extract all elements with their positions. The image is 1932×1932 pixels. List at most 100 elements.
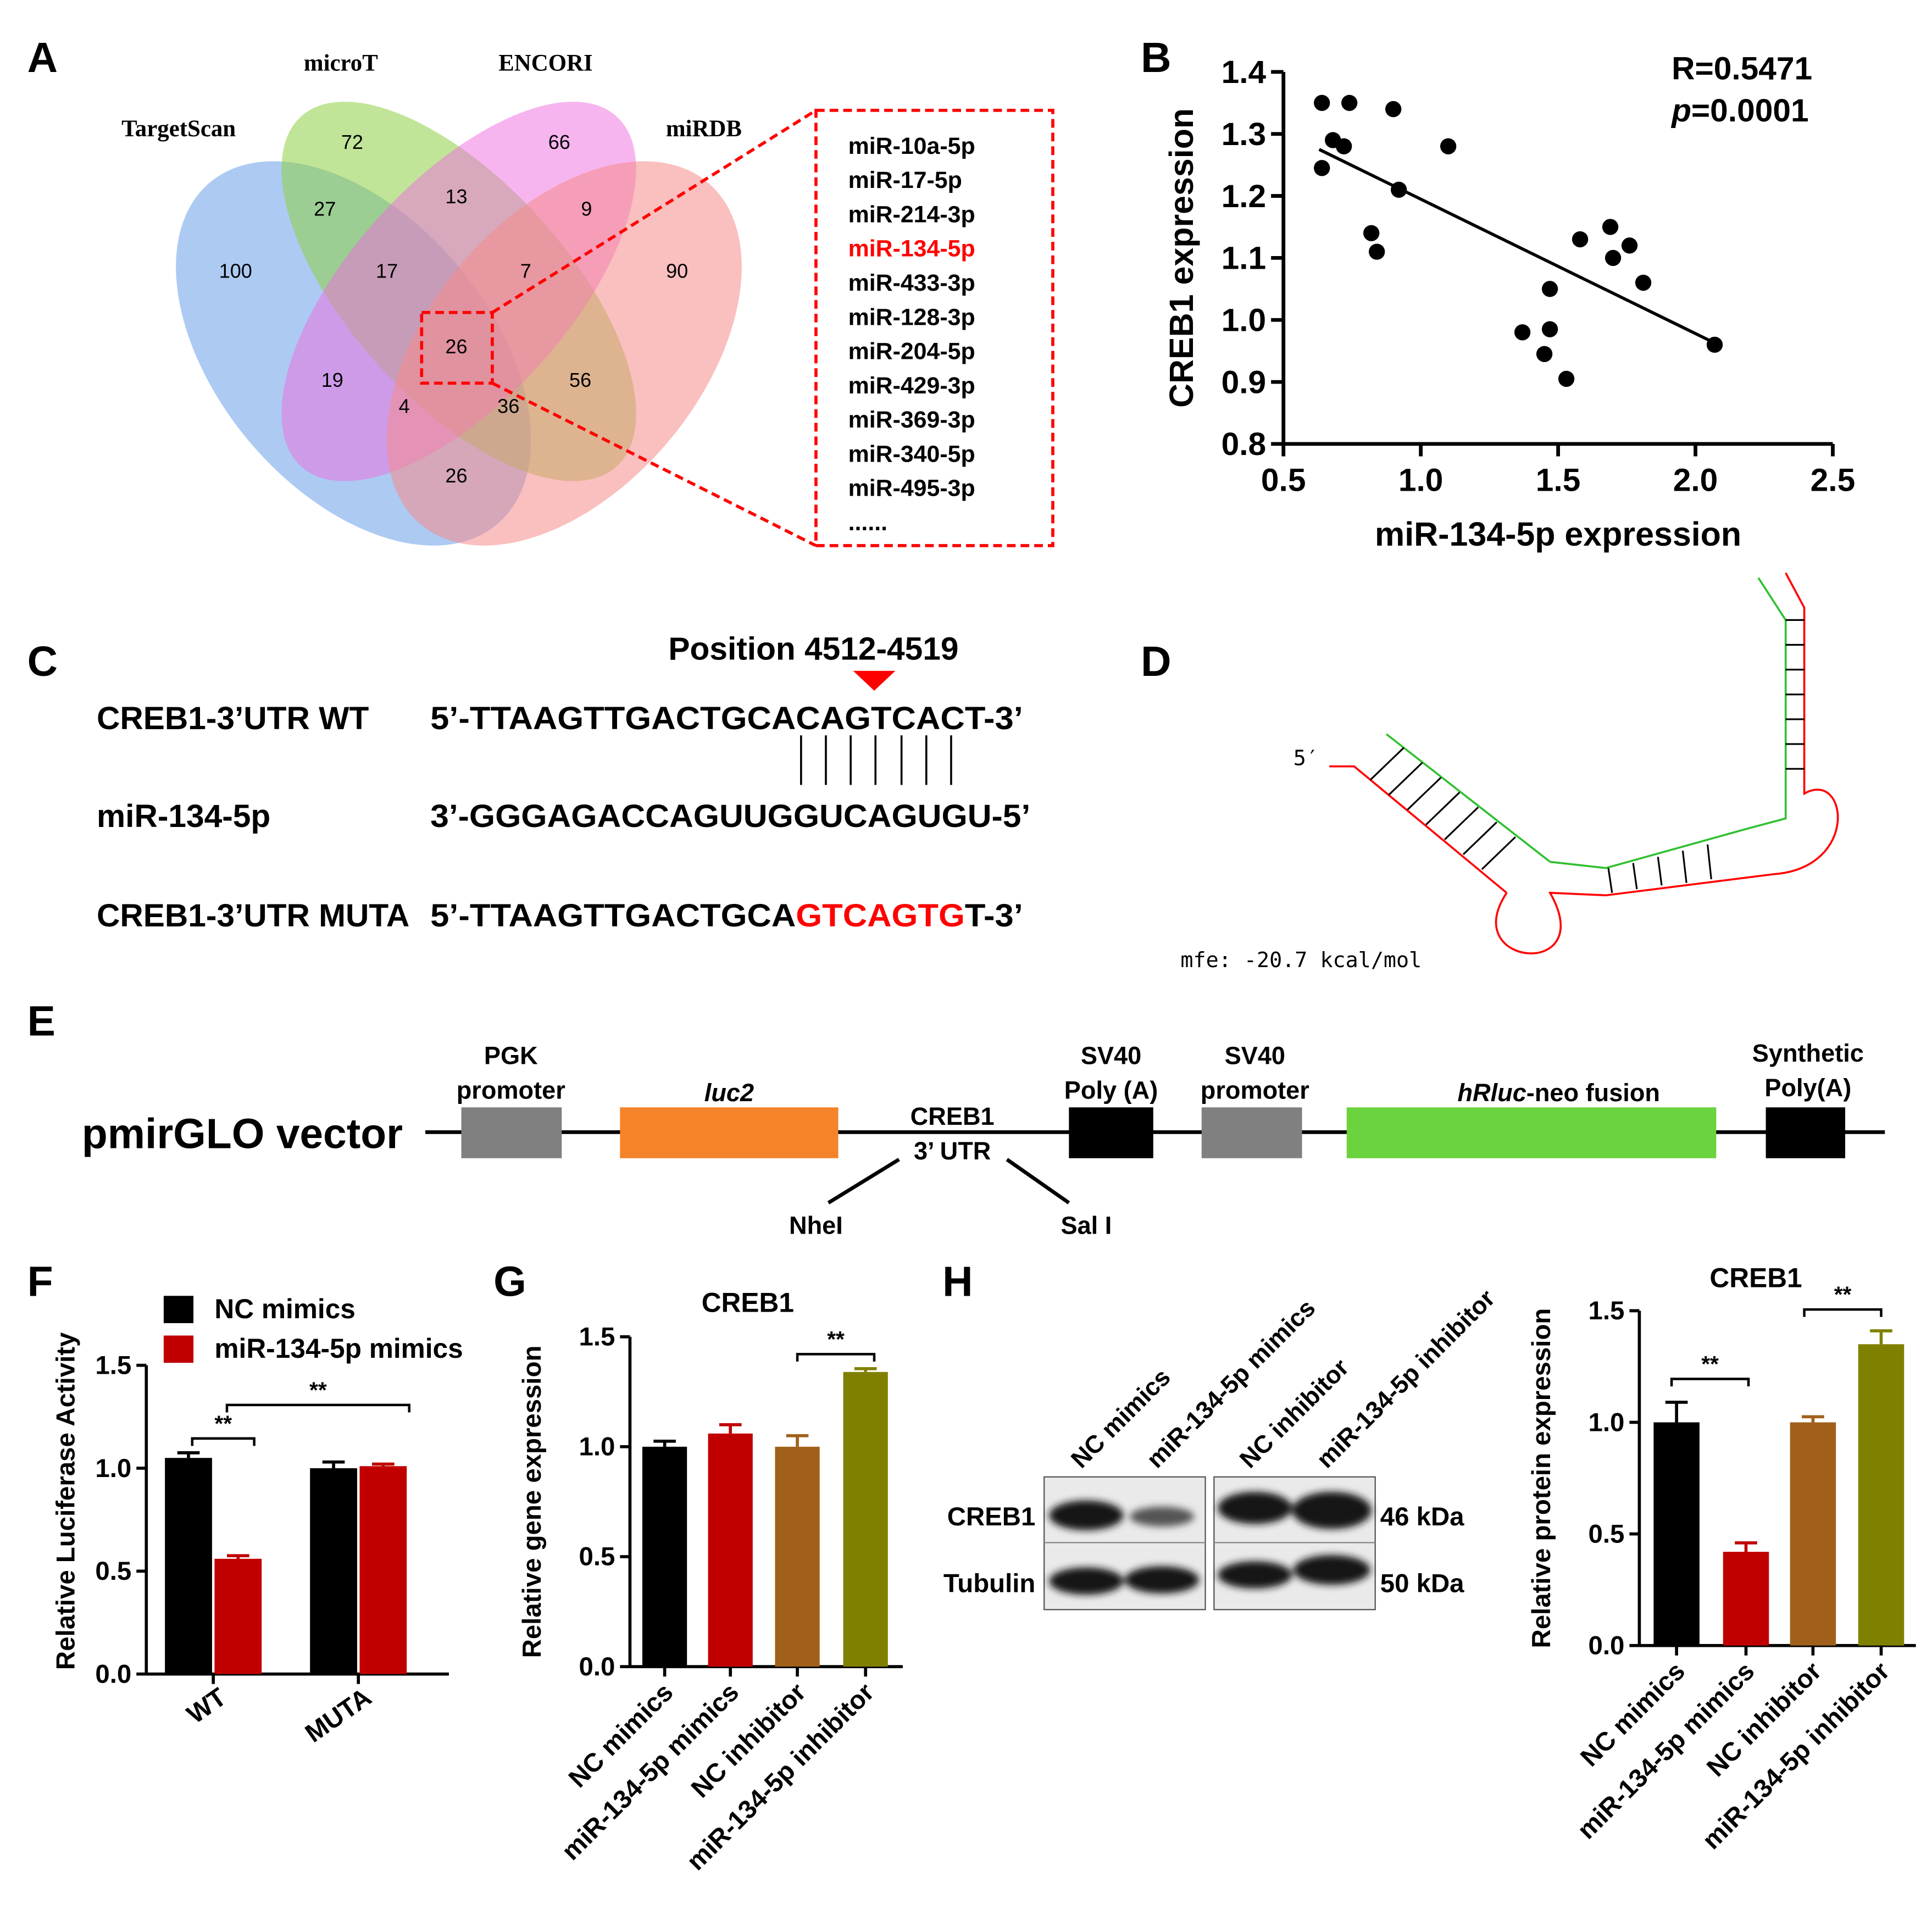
- bar: [1653, 1422, 1700, 1646]
- muta-prefix: 5’-TTAAGTTGACTGCA: [430, 898, 796, 934]
- stat-p-label: p: [1670, 93, 1691, 129]
- mfe-label: mfe: -20.7 kcal/mol: [1180, 948, 1422, 973]
- y-tick-label: 1.4: [1222, 54, 1267, 90]
- band-tubulin-nc-mimics: [1049, 1567, 1124, 1595]
- venn-count: 26: [445, 464, 467, 487]
- x-tick-label: 1.5: [1536, 463, 1581, 498]
- y-tick-label: 1.2: [1222, 179, 1267, 214]
- luciferase-bar-chart: 0.0 0.5 1.0 1.5 ** ** WT MUTA Relative Luciferas…: [51, 1332, 449, 1748]
- blot-row-label-tubulin: Tubulin: [943, 1569, 1036, 1598]
- scatter-point: [1605, 249, 1622, 267]
- rna-hybrid-structure: [1329, 572, 1839, 954]
- synthetic-polya-label: Synthetic: [1752, 1039, 1864, 1067]
- db-label-microt: microT: [304, 51, 378, 76]
- pgk-label: PGK: [484, 1041, 538, 1069]
- venn-count: 13: [445, 185, 467, 208]
- mirna-list-item: miR-429-3p: [848, 373, 975, 399]
- panel-label-h: H: [942, 1258, 973, 1305]
- y-tick-label: 1.0: [1588, 1408, 1624, 1437]
- y-tick-label: 0.5: [1588, 1519, 1624, 1548]
- y-tick-label: 1.5: [1588, 1296, 1624, 1325]
- y-tick-label: 0.0: [95, 1659, 131, 1689]
- db-label-encori: ENCORI: [498, 51, 592, 76]
- y-tick-label: 1.5: [579, 1323, 615, 1352]
- creb1-utr-label: CREB1: [911, 1102, 995, 1130]
- scatter-point: [1572, 231, 1589, 248]
- scatter-point: [1558, 370, 1575, 387]
- band-creb1-mir-mimics: [1129, 1506, 1195, 1527]
- significance-label: **: [1834, 1282, 1852, 1307]
- venn-count: 56: [569, 369, 591, 391]
- scatter-chart: 0.8 0.9 1.0 1.1 1.2 1.3 1.4 0.5 1.0 1.5 2.0 2.5 miR-…: [1163, 54, 1855, 553]
- significance-bracket: [225, 1403, 410, 1413]
- y-tick-label: 1.0: [1222, 303, 1267, 338]
- nhei-site-line: [827, 1158, 900, 1204]
- venn-count: 90: [666, 260, 688, 282]
- seq-label-muta: CREB1-3’UTR MUTA: [97, 898, 409, 934]
- mirna-strand-right: [1773, 572, 1839, 875]
- significance-label: **: [214, 1411, 232, 1436]
- significance-bracket: [191, 1437, 256, 1446]
- synthetic-polya-block: [1766, 1107, 1846, 1158]
- band-creb1-nc-mimics: [1049, 1500, 1124, 1530]
- y-tick-label: 1.1: [1222, 241, 1267, 276]
- zoom-line-bottom: [491, 381, 817, 547]
- band-creb1-nc-inhibitor: [1218, 1491, 1292, 1524]
- sv40-polya-block: [1069, 1107, 1153, 1158]
- position-marker: [853, 670, 896, 691]
- scatter-point: [1541, 321, 1558, 337]
- sv40-polya-label: Poly (A): [1064, 1076, 1158, 1104]
- hrluc-neo-block: [1346, 1107, 1717, 1158]
- y-tick-label: 1.0: [95, 1454, 131, 1483]
- scatter-point: [1341, 95, 1358, 111]
- nhei-label: NheI: [789, 1211, 843, 1239]
- panel-label-g: G: [493, 1258, 526, 1305]
- significance-label: **: [1701, 1351, 1719, 1376]
- seq-label-wt: CREB1-3’UTR WT: [97, 701, 369, 736]
- luc2-label: luc2: [704, 1079, 754, 1107]
- bar: [359, 1466, 407, 1674]
- x-tick-label: MUTA: [300, 1683, 377, 1748]
- western-blot: [1043, 1476, 1376, 1611]
- scatter-point: [1635, 274, 1652, 291]
- mirna-list-item: miR-340-5p: [848, 441, 975, 467]
- sv40-promoter-block: [1201, 1107, 1302, 1158]
- y-tick-label: 0.5: [95, 1557, 131, 1586]
- target-strand-mid: [1550, 827, 1749, 869]
- x-tick-label: 2.0: [1673, 463, 1718, 498]
- five-prime-label: 5′: [1293, 746, 1319, 770]
- bar: [165, 1458, 212, 1674]
- panel-label-e: E: [27, 998, 55, 1045]
- mirna-strand-left: [1329, 765, 1508, 894]
- mirna-list-item: miR-214-3p: [848, 201, 975, 227]
- legend-swatch-mir: [163, 1335, 194, 1363]
- scatter-point: [1369, 243, 1385, 260]
- mirna-list-item: ......: [848, 509, 887, 536]
- highlight-box: [420, 310, 494, 385]
- stat-p: p=0.0001: [1670, 93, 1809, 129]
- chart-title: CREB1: [1709, 1262, 1802, 1293]
- y-tick-label: 0.0: [579, 1652, 615, 1681]
- x-tick-label: 1.0: [1398, 463, 1444, 498]
- scatter-point: [1541, 281, 1558, 297]
- vector-name: pmirGLO vector: [82, 1111, 403, 1158]
- y-tick-label: 1.5: [95, 1351, 131, 1380]
- muta-mutated-bases: GTCAGTG: [796, 898, 965, 934]
- stat-r: R=0.5471: [1672, 51, 1812, 86]
- mirna-bulge: [1495, 873, 1774, 954]
- venn-count: 17: [376, 260, 398, 282]
- mirna-list-item: miR-369-3p: [848, 407, 975, 433]
- scatter-point: [1336, 138, 1352, 154]
- band-tubulin-mir-inhibitor: [1293, 1555, 1370, 1585]
- y-tick-label: 0.9: [1222, 364, 1267, 400]
- scatter-point: [1391, 181, 1407, 198]
- x-tick-label: 0.5: [1261, 463, 1306, 498]
- venn-count: 19: [321, 369, 343, 391]
- venn-count: 7: [520, 260, 531, 282]
- x-tick-label: WT: [182, 1683, 232, 1730]
- y-tick-label: 0.5: [579, 1542, 615, 1572]
- mir-sequence: 3’-GGGAGACCAGUUGGUCAGUGU-5’: [430, 798, 1030, 834]
